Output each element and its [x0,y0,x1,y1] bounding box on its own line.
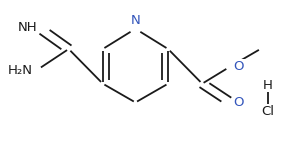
Text: O: O [234,96,244,109]
Text: O: O [234,60,244,73]
Text: N: N [131,14,140,27]
Text: Cl: Cl [261,105,274,118]
Text: NH: NH [18,21,38,34]
Text: H: H [263,79,272,92]
Text: H₂N: H₂N [8,64,33,77]
